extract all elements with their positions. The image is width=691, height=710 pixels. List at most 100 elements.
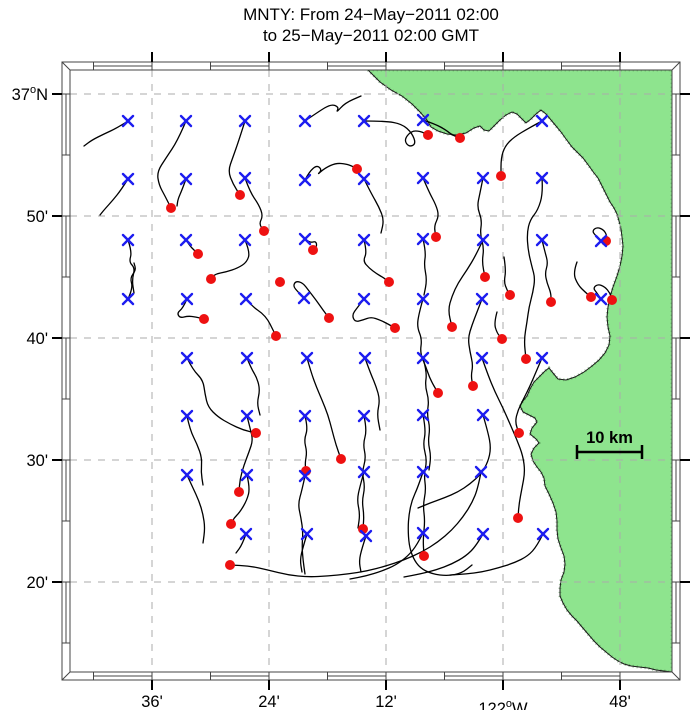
start-marker-x	[416, 526, 430, 540]
y-axis-tick-label: 37oN	[12, 84, 48, 104]
start-marker-x	[594, 292, 608, 306]
start-marker-x	[535, 233, 549, 247]
trajectory	[228, 120, 246, 196]
trajectory	[358, 535, 367, 573]
trajectory	[422, 414, 427, 557]
trajectory	[422, 119, 461, 139]
end-marker-dot	[513, 513, 523, 523]
trajectory	[468, 298, 483, 387]
scale-bar	[575, 445, 644, 459]
start-marker-x	[300, 351, 314, 365]
start-marker-x	[357, 292, 371, 306]
end-marker-dot	[423, 130, 433, 140]
figure-title: MNTY: From 24−May−2011 02:00 to 25−May−2…	[70, 4, 672, 46]
trajectory	[230, 474, 250, 525]
trajectory	[304, 415, 308, 472]
end-marker-dot	[546, 297, 556, 307]
trajectory	[363, 178, 384, 234]
start-marker-x	[416, 232, 430, 246]
trajectory	[422, 177, 439, 238]
frame-corner-bevel	[671, 61, 681, 71]
x-axis-tick-label: 12'	[375, 693, 397, 710]
trajectory	[422, 238, 427, 296]
trajectory	[176, 178, 187, 207]
trajectory	[503, 256, 511, 296]
trajectory	[515, 357, 543, 434]
start-marker-x	[358, 351, 372, 365]
start-marker-x	[476, 171, 490, 185]
end-marker-dot	[308, 245, 318, 255]
plot-area: 10 km	[70, 70, 672, 672]
trajectory	[573, 261, 592, 298]
start-marker-x	[238, 114, 252, 128]
end-marker-dot	[433, 388, 443, 398]
y-axis-tick-label: 50'	[26, 208, 48, 226]
start-marker-x	[238, 233, 252, 247]
trajectory	[304, 162, 358, 181]
trajectory	[477, 177, 486, 278]
start-marker-x	[476, 233, 490, 247]
end-marker-dot	[199, 314, 209, 324]
trajectory	[186, 415, 204, 486]
start-marker-x	[536, 527, 550, 541]
trajectory	[210, 239, 250, 280]
axis-ticks	[52, 52, 690, 690]
start-marker-x	[298, 173, 312, 187]
trajectory	[417, 414, 491, 509]
end-marker-dot	[505, 290, 515, 300]
start-marker-x	[298, 409, 312, 423]
start-marker-x	[238, 171, 252, 185]
end-markers	[166, 130, 617, 570]
trajectory	[422, 357, 432, 471]
trajectories	[83, 95, 613, 580]
start-marker-x	[121, 172, 135, 186]
start-markers	[121, 113, 608, 543]
end-marker-dot	[514, 428, 524, 438]
trajectory	[177, 298, 205, 320]
frame-corner-bevel	[671, 671, 681, 681]
start-marker-x	[476, 408, 490, 422]
end-marker-dot	[251, 428, 261, 438]
start-marker-x	[475, 292, 489, 306]
trajectory	[417, 298, 439, 394]
start-marker-x	[298, 469, 312, 483]
start-marker-x	[416, 171, 430, 185]
start-marker-x	[594, 234, 608, 248]
end-marker-dot	[226, 519, 236, 529]
y-axis-tick-label: 30'	[26, 452, 48, 470]
start-marker-x	[179, 114, 193, 128]
trajectory	[186, 357, 257, 434]
start-marker-x	[357, 172, 371, 186]
start-marker-x	[535, 351, 549, 365]
frame-corner-bevel	[61, 61, 71, 71]
trajectory	[244, 177, 265, 232]
start-marker-x	[359, 529, 373, 543]
start-marker-x	[121, 233, 135, 247]
scale-bar-label: 10 km	[586, 429, 633, 447]
land-polygon	[368, 70, 672, 672]
trajectory	[299, 533, 308, 573]
start-marker-x	[239, 527, 253, 541]
trajectory	[449, 533, 544, 576]
end-marker-dot	[586, 292, 596, 302]
frame-corner-bevel	[61, 671, 71, 681]
start-marker-x	[357, 114, 371, 128]
x-axis-tick-label: 122oW	[478, 698, 528, 710]
trajectory	[349, 532, 424, 580]
end-marker-dot	[496, 171, 506, 181]
end-marker-dot	[352, 164, 362, 174]
start-marker-x	[357, 465, 371, 479]
y-axis-tick-label: 40'	[26, 330, 48, 348]
start-marker-x	[180, 468, 194, 482]
trajectory	[186, 474, 206, 544]
trajectory	[593, 284, 613, 301]
start-marker-x	[180, 292, 194, 306]
end-marker-dot	[235, 190, 245, 200]
start-marker-x	[240, 351, 254, 365]
start-marker-x	[121, 114, 135, 128]
y-axis-tick-label: 20'	[26, 574, 48, 592]
trajectory	[99, 178, 129, 216]
start-marker-x	[298, 114, 312, 128]
